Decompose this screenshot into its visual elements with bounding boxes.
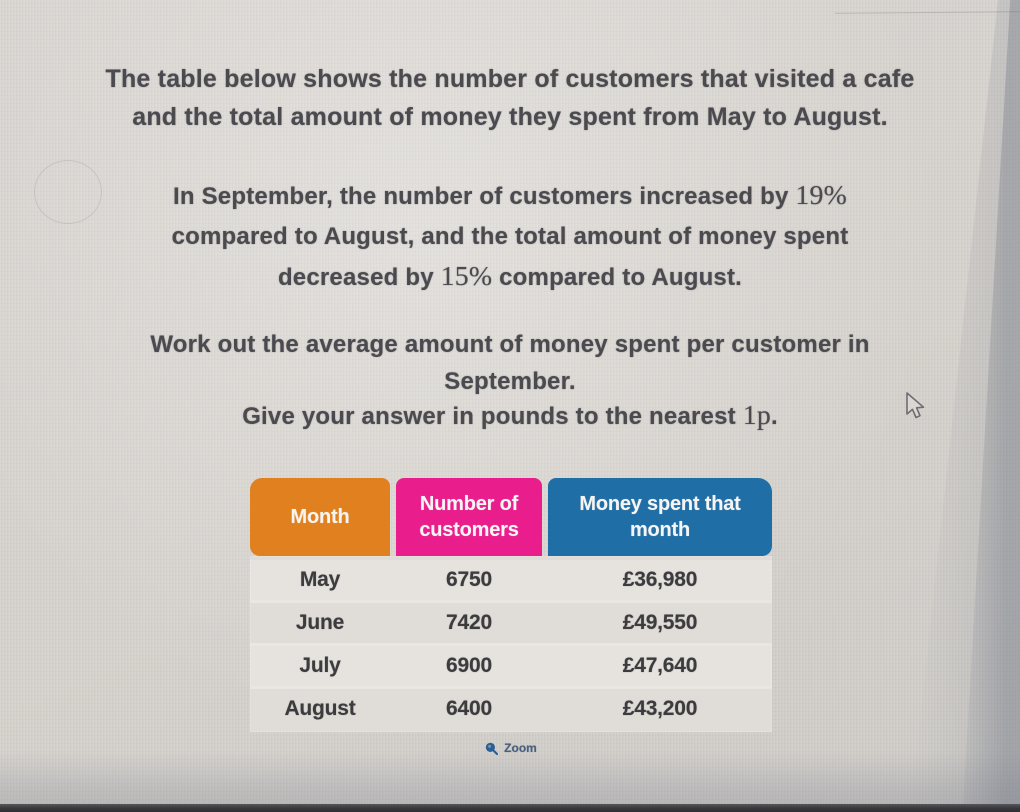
- column-header-month: Month: [250, 478, 390, 556]
- cell-customers: 6750: [446, 568, 492, 591]
- magnifier-icon: [485, 742, 499, 755]
- question-task-text: Work out the average amount of money spe…: [150, 331, 870, 395]
- cell-money: £47,640: [622, 654, 698, 677]
- cell-customers: 6400: [446, 697, 492, 720]
- cell-customers: 6900: [446, 654, 492, 677]
- cell-customers: 7420: [446, 611, 492, 634]
- zoom-button-label: Zoom: [504, 741, 537, 755]
- table-row: May 6750 £36,980: [250, 560, 772, 600]
- table-row: July 6900 £47,640: [250, 643, 772, 686]
- screen-bezel: [0, 804, 1020, 812]
- data-table-body: May 6750 £36,980 June 7420 £49,550 July …: [250, 556, 772, 732]
- zoom-button[interactable]: Zoom: [250, 738, 772, 758]
- table-row: August 6400 £43,200: [250, 686, 772, 729]
- cell-month: May: [299, 568, 341, 591]
- cell-month: July: [299, 654, 341, 677]
- cell-money: £36,980: [622, 568, 698, 591]
- photo-shadow-bottom: [0, 752, 1020, 804]
- screen-edge-line: [834, 11, 1020, 14]
- table-row: June 7420 £49,550: [250, 600, 772, 643]
- question-intro-text: The table below shows the number of cust…: [105, 65, 915, 131]
- data-table-header: Month Number of customers Money spent th…: [250, 478, 772, 556]
- cell-money: £43,200: [622, 697, 698, 720]
- question-condition-text: In September, the number of customers in…: [171, 180, 849, 292]
- cell-month: June: [295, 611, 345, 634]
- cell-month: August: [284, 697, 356, 720]
- cell-money: £49,550: [622, 611, 698, 634]
- question-instruction-text: Give your answer in pounds to the neares…: [242, 400, 778, 431]
- column-header-customers: Number of customers: [396, 478, 542, 556]
- column-header-money: Money spent that month: [548, 478, 772, 556]
